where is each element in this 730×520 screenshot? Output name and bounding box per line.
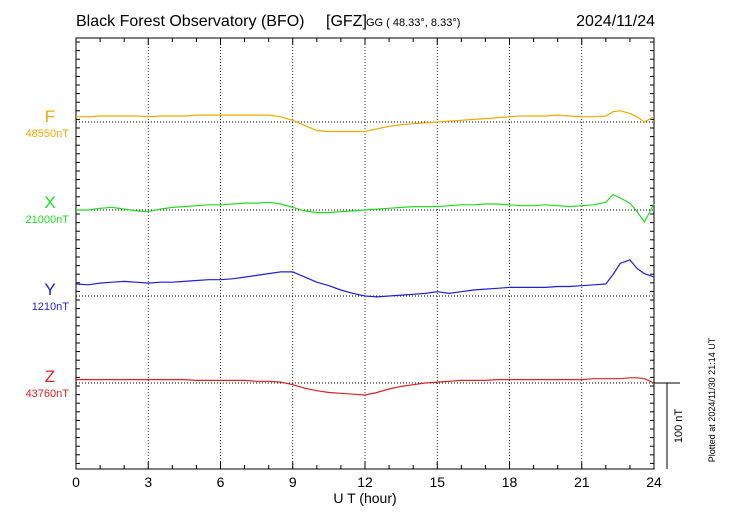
agency-label: [GFZ] [326,13,367,30]
series-line-y [75,259,655,298]
x-tick-label-0: 0 [72,474,80,490]
x-tick-label-12: 12 [357,474,373,490]
component-label-y: Y [44,280,55,299]
component-labels: F 48550nT X 21000nT Y 1210nT Z 43760nT [26,107,70,400]
vertical-gridlines [147,38,583,469]
component-label-x: X [44,193,55,212]
scale-bar-label: 100 nT [673,409,685,444]
x-tick-label-15: 15 [429,474,445,490]
x-tick-label-21: 21 [574,474,590,490]
x-tick-label-24: 24 [646,474,662,490]
baseline-value-f: 48550nT [26,128,70,140]
x-tick-labels: 0 3 6 9 12 15 18 21 24 [72,474,662,490]
baseline-value-y: 1210nT [32,301,70,313]
x-tick-label-3: 3 [144,474,152,490]
axis-ticks [75,38,655,469]
station-coordinates: GG ( 48.33°, 8.33°) [366,17,460,29]
baseline-value-x: 21000nT [26,214,70,226]
component-label-f: F [45,107,55,126]
x-axis-label: U T (hour) [333,490,396,506]
chart-date: 2024/11/24 [576,13,655,30]
series-line-f [76,110,655,133]
x-tick-label-6: 6 [217,474,225,490]
x-tick-label-18: 18 [502,474,518,490]
plotted-note: Plotted at 2024/11/30 21:14 UT [707,337,717,462]
x-tick-label-9: 9 [289,474,297,490]
series-line-x [76,193,655,223]
baseline-value-z: 43760nT [26,388,70,400]
component-label-z: Z [45,367,55,386]
chart-title: Black Forest Observatory (BFO) [76,13,305,30]
series-line-z [76,377,655,396]
series-traces [75,110,655,396]
scale-bar: 100 nT [654,382,685,469]
